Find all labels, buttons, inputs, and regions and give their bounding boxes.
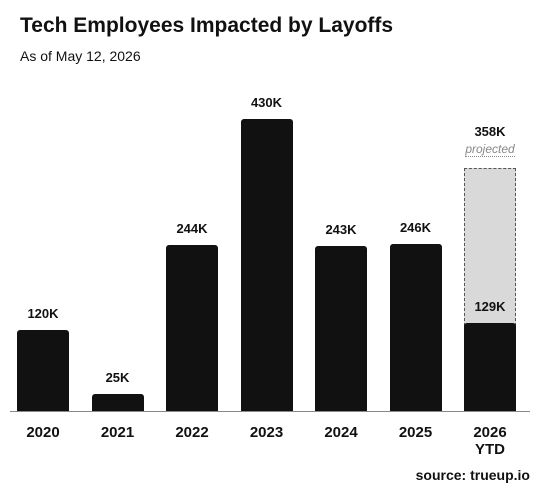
bar [315,245,367,411]
value-label: 120K [27,305,59,321]
value-label: 246K [399,219,432,235]
projected-value-label: 358K [474,123,506,139]
bar [389,243,442,411]
x-tick-label: 2025 [398,424,433,441]
source: source: trueup.io [415,467,530,483]
projected-label-text: projected [465,141,515,157]
x-tick-label: 2022 [175,424,209,441]
baseline [10,411,530,412]
value-label: 129K [474,299,506,315]
x-tick-label: 2026 YTD [473,424,507,458]
projected-label: projected [450,141,530,157]
value-label: 25K [105,370,130,386]
bar [166,245,218,411]
bar [17,329,69,411]
chart-subtitle: As of May 12, 2026 [20,48,141,64]
value-label: 244K [176,221,208,237]
bar [91,394,144,411]
value-label: 243K [325,221,357,237]
bar [464,323,516,411]
x-tick-label: 2021 [100,424,135,441]
chart-title: Tech Employees Impacted by Layoffs [20,14,394,37]
value-label: 430K [250,95,283,110]
x-tick-label: 2023 [249,424,284,441]
x-tick-label: 2024 [324,424,358,441]
bar [240,119,293,411]
x-tick-label: 2020 [26,424,60,441]
